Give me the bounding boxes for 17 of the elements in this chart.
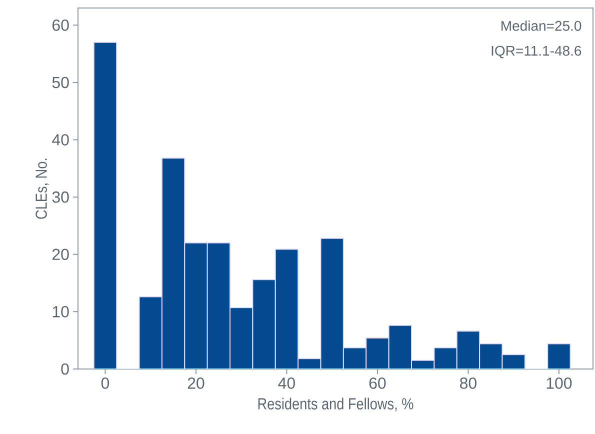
x-tick-label: 0 xyxy=(101,378,110,389)
x-tick-label: 20 xyxy=(188,378,204,389)
x-axis-title: Residents and Fellows, % xyxy=(258,398,414,412)
annotation: IQR=11.1-48.6 xyxy=(492,46,582,58)
x-tick-label: 100 xyxy=(546,378,572,389)
x-tick-label: 40 xyxy=(278,378,295,389)
y-tick-label: 20 xyxy=(52,248,69,260)
annotation: Median=25.0 xyxy=(502,20,582,31)
y-axis-title: CLEs, No. xyxy=(36,158,49,219)
y-tick-label: 0 xyxy=(61,363,69,375)
y-tick-label: 50 xyxy=(52,76,69,88)
x-tick-label: 60 xyxy=(369,378,386,389)
y-tick-label: 30 xyxy=(52,191,69,203)
y-tick-label: 40 xyxy=(52,134,69,146)
y-tick-label: 60 xyxy=(52,20,69,31)
x-tick-label: 80 xyxy=(460,378,476,389)
y-tick-label: 10 xyxy=(52,306,69,318)
